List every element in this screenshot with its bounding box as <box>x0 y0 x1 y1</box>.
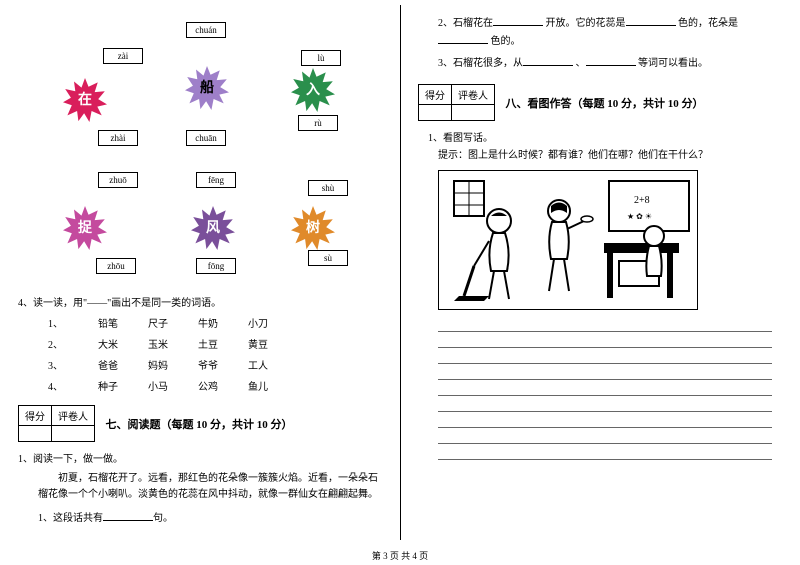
writing-line[interactable] <box>438 316 772 332</box>
pinyin-box: chuán <box>186 22 226 38</box>
q4-title: 4、读一读，用"——"画出不是同一类的词语。 <box>18 294 382 309</box>
column-divider <box>400 5 401 540</box>
pinyin-box: fōng <box>196 258 236 274</box>
reading-passage: 初夏，石榴花开了。远看，那红色的花朵像一簇簇火焰。近看，一朵朵石榴花像一个个小喇… <box>38 471 382 503</box>
char-chuan: 船 <box>190 70 224 104</box>
section-7-title: 七、阅读题（每题 10 分，共计 10 分） <box>106 416 293 432</box>
pinyin-box: rù <box>298 115 338 131</box>
pinyin-box: zhuō <box>98 172 138 188</box>
pic-hint: 提示：图上是什么时候？都有谁？他们在哪？他们在干什么？ <box>438 148 782 164</box>
reading-q1: 1、这段话共有句。 <box>38 509 382 527</box>
pinyin-box: zhōu <box>96 258 136 274</box>
pinyin-box: zài <box>103 48 143 64</box>
pinyin-box: shù <box>308 180 348 196</box>
writing-line[interactable] <box>438 332 772 348</box>
pinyin-diagram-2: zhuō zhōu fēng fōng shù sù 捉 风 树 <box>18 160 382 290</box>
writing-line[interactable] <box>438 444 772 460</box>
word-row: 3、爸爸妈妈爷爷工人 <box>48 357 382 372</box>
writing-line[interactable] <box>438 348 772 364</box>
pinyin-box: lù <box>301 50 341 66</box>
fill-blank[interactable] <box>493 14 543 26</box>
word-row: 4、种子小马公鸡鱼儿 <box>48 378 382 393</box>
word-row: 1、铅笔尺子牛奶小刀 <box>48 315 382 330</box>
reading-head: 1、阅读一下，做一做。 <box>18 450 382 465</box>
char-feng: 风 <box>196 210 230 244</box>
char-zai: 在 <box>68 82 102 116</box>
char-shu: 树 <box>296 210 330 244</box>
char-ru: 入 <box>296 72 330 106</box>
writing-line[interactable] <box>438 364 772 380</box>
score-table: 得分评卷人 <box>18 405 95 442</box>
score-table: 得分评卷人 <box>418 84 495 121</box>
svg-text:2+8: 2+8 <box>634 195 650 206</box>
picture-illustration: 2+8 ★ ✿ ☀ <box>438 170 698 310</box>
fill-blank[interactable] <box>103 509 153 521</box>
writing-line[interactable] <box>438 412 772 428</box>
fill-blank[interactable] <box>438 32 488 44</box>
section-7-header: 得分评卷人 七、阅读题（每题 10 分，共计 10 分） <box>18 405 382 442</box>
svg-text:★ ✿ ☀: ★ ✿ ☀ <box>627 212 652 221</box>
q2: 2、石榴花在 开放。它的花蕊是 色的，花朵是 色的。 <box>438 14 782 50</box>
pinyin-box: zhài <box>98 130 138 146</box>
pinyin-box: chuān <box>186 130 226 146</box>
section-8-title: 八、看图作答（每题 10 分，共计 10 分） <box>506 95 704 111</box>
left-column: zài zhài chuán chuān lù rù 在 船 入 zhuō zh… <box>0 0 400 545</box>
pinyin-box: fēng <box>196 172 236 188</box>
word-row: 2、大米玉米土豆黄豆 <box>48 336 382 351</box>
fill-blank[interactable] <box>523 54 573 66</box>
right-column: 2、石榴花在 开放。它的花蕊是 色的，花朵是 色的。 3、石榴花很多，从 、 等… <box>400 0 800 545</box>
writing-line[interactable] <box>438 380 772 396</box>
char-zhuo: 捉 <box>68 210 102 244</box>
fill-blank[interactable] <box>586 54 636 66</box>
writing-line[interactable] <box>438 396 772 412</box>
section-8-header: 得分评卷人 八、看图作答（每题 10 分，共计 10 分） <box>418 84 782 121</box>
fill-blank[interactable] <box>626 14 676 26</box>
q3: 3、石榴花很多，从 、 等词可以看出。 <box>438 54 782 72</box>
page-footer: 第 3 页 共 4 页 <box>0 549 800 562</box>
writing-line[interactable] <box>438 428 772 444</box>
pic-head: 1、看图写话。 <box>428 129 782 144</box>
pinyin-box: sù <box>308 250 348 266</box>
pinyin-diagram-1: zài zhài chuán chuān lù rù 在 船 入 <box>18 10 382 160</box>
